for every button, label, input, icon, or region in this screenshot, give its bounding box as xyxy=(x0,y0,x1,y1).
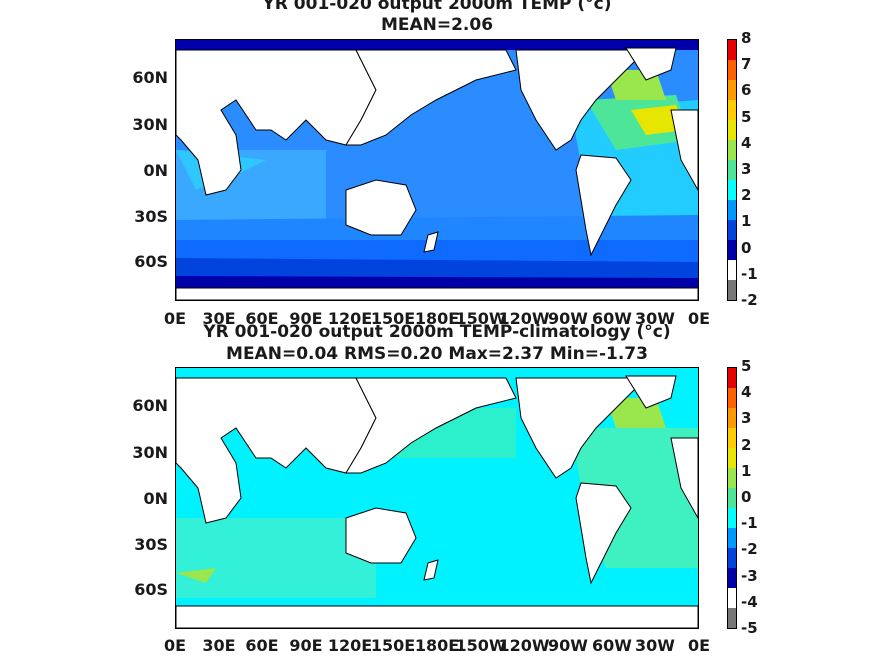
x-tick-label: 60E xyxy=(245,309,279,328)
colorbar-label: 2 xyxy=(741,186,752,205)
colorbar-segment xyxy=(728,160,736,180)
colorbar-label: 4 xyxy=(741,383,752,402)
colorbar-segment xyxy=(728,280,736,300)
colorbar-label: 1 xyxy=(741,212,752,231)
colorbar-segment xyxy=(728,200,736,220)
colorbar-segment xyxy=(728,428,736,448)
x-tick-label: 60W xyxy=(592,636,632,655)
x-tick-label: 90W xyxy=(548,636,588,655)
x-tick-label: 120W xyxy=(498,636,550,655)
colorbar-label: 5 xyxy=(741,357,752,375)
x-tick-label: 30E xyxy=(202,309,236,328)
colorbar-label: -2 xyxy=(741,540,758,559)
colorbar-segment xyxy=(728,388,736,408)
x-tick-label: 30W xyxy=(635,309,675,328)
colorbar-segment xyxy=(728,448,736,468)
colorbar-segment xyxy=(728,40,736,60)
colorbar-label: -3 xyxy=(741,566,758,585)
y-tick-label: 30S xyxy=(134,535,168,554)
x-tick-label: 150W xyxy=(455,636,507,655)
x-tick-label: 60W xyxy=(592,309,632,328)
y-tick-label: 60S xyxy=(134,580,168,599)
colorbar-label: 1 xyxy=(741,461,752,480)
colorbar-label: 5 xyxy=(741,107,752,126)
colorbar xyxy=(727,39,737,301)
y-tick-label: 60S xyxy=(134,252,168,271)
colorbar xyxy=(727,367,737,629)
x-tick-label: 0E xyxy=(163,309,187,328)
x-tick-label: 30W xyxy=(635,636,675,655)
panel-temperature-anomaly: YR 001-020 output 2000m TEMP-climatology… xyxy=(0,322,875,656)
panel-subtitle: MEAN=2.06 xyxy=(380,15,494,35)
colorbar-segment xyxy=(728,588,736,608)
y-tick-label: 60N xyxy=(132,68,168,87)
panel-title: YR 001-020 output 2000m TEMP (°c) xyxy=(262,0,612,14)
colorbar-label: 8 xyxy=(741,29,752,47)
x-tick-label: 90E xyxy=(289,636,323,655)
colorbar-segment xyxy=(728,608,736,628)
colorbar-segment xyxy=(728,508,736,528)
colorbar-segment xyxy=(728,120,736,140)
colorbar-segment xyxy=(728,180,736,200)
y-tick-label: 0N xyxy=(143,161,168,180)
y-tick-label: 30S xyxy=(134,207,168,226)
colorbar-label: 2 xyxy=(741,435,752,454)
x-tick-label: 150E xyxy=(370,636,416,655)
colorbar-segment xyxy=(728,368,736,388)
x-tick-label: 180E xyxy=(414,636,460,655)
x-tick-label: 120W xyxy=(498,309,550,328)
x-tick-label: 150E xyxy=(370,309,416,328)
x-tick-label: 90E xyxy=(289,309,323,328)
colorbar-segment xyxy=(728,528,736,548)
anomaly-map xyxy=(175,367,699,629)
y-tick-label: 60N xyxy=(132,396,168,415)
colorbar-label: 0 xyxy=(741,238,752,257)
colorbar-segment xyxy=(728,100,736,120)
colorbar-label: 3 xyxy=(741,409,752,428)
x-tick-label: 0E xyxy=(163,636,187,655)
colorbar-label: 7 xyxy=(741,55,752,74)
temperature-map xyxy=(175,39,699,301)
colorbar-segment xyxy=(728,408,736,428)
colorbar-segment xyxy=(728,80,736,100)
colorbar-label: -2 xyxy=(741,291,758,309)
x-tick-label: 0E xyxy=(687,636,711,655)
panel-title: YR 001-020 output 2000m TEMP-climatology… xyxy=(203,322,671,342)
colorbar-segment xyxy=(728,468,736,488)
x-tick-label: 0E xyxy=(687,309,711,328)
y-tick-label: 0N xyxy=(143,489,168,508)
colorbar-segment xyxy=(728,220,736,240)
colorbar-label: 6 xyxy=(741,81,752,100)
colorbar-segment xyxy=(728,260,736,280)
x-tick-label: 60E xyxy=(245,636,279,655)
y-tick-label: 30N xyxy=(132,115,168,134)
panel-temperature: YR 001-020 output 2000m TEMP (°c) MEAN=2… xyxy=(132,0,758,328)
colorbar-label: -5 xyxy=(741,619,758,637)
colorbar-label: -1 xyxy=(741,264,758,283)
colorbar-label: 3 xyxy=(741,160,752,178)
x-tick-label: 90W xyxy=(548,309,588,328)
colorbar-segment xyxy=(728,240,736,260)
colorbar-segment xyxy=(728,488,736,508)
colorbar-label: -4 xyxy=(741,592,758,611)
colorbar-label: -1 xyxy=(741,514,758,533)
colorbar-label: 4 xyxy=(741,133,752,152)
x-tick-label: 120E xyxy=(327,309,373,328)
x-tick-label: 150W xyxy=(455,309,507,328)
colorbar-segment xyxy=(728,60,736,80)
colorbar-segment xyxy=(728,548,736,568)
x-tick-label: 120E xyxy=(327,636,373,655)
colorbar-segment xyxy=(728,568,736,588)
colorbar-segment xyxy=(728,140,736,160)
y-tick-label: 30N xyxy=(132,443,168,462)
x-tick-label: 30E xyxy=(202,636,236,655)
colorbar-label: 0 xyxy=(741,488,752,506)
panel-subtitle: MEAN=0.04 RMS=0.20 Max=2.37 Min=-1.73 xyxy=(226,344,648,364)
x-tick-label: 180E xyxy=(414,309,460,328)
